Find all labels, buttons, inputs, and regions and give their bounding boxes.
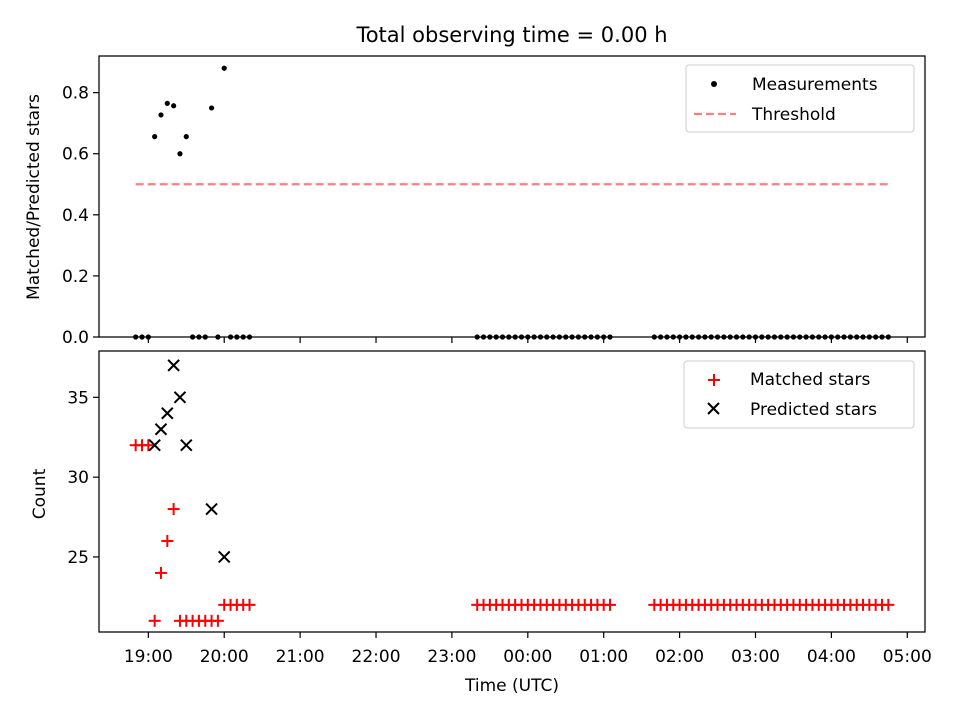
x-tick-label: 04:00 bbox=[807, 647, 856, 667]
top-y-axis-label: Matched/Predicted stars bbox=[24, 94, 44, 300]
top-x-ticks bbox=[147, 337, 908, 343]
top-legend-box bbox=[685, 64, 915, 133]
bottom-legend: Matched stars Predicted stars bbox=[683, 360, 915, 429]
legend-marker-predicted-stars bbox=[707, 402, 720, 415]
y-tick-label: 0.8 bbox=[62, 84, 89, 104]
top-plot: 0.00.20.40.60.8 Matched/Predicted stars … bbox=[24, 55, 926, 348]
matched-stars-point bbox=[167, 503, 180, 516]
top-plot-frame bbox=[98, 55, 926, 338]
x-tick-label: 22:00 bbox=[352, 647, 401, 667]
top-y-ticks: 0.0 0.2 0.4 0.6 0.8 bbox=[62, 84, 99, 348]
x-tick-label: 03:00 bbox=[731, 647, 780, 667]
predicted-stars-point bbox=[148, 438, 161, 452]
measurements-point bbox=[164, 100, 170, 106]
matched-stars-point bbox=[882, 598, 895, 611]
measurements-point bbox=[158, 112, 164, 118]
predicted-stars-point bbox=[173, 391, 187, 404]
measurements-point bbox=[177, 151, 183, 157]
predicted-stars-point bbox=[167, 359, 180, 372]
x-tick-label: 05:00 bbox=[883, 647, 932, 667]
top-legend: Measurements Threshold bbox=[685, 64, 915, 133]
bottom-plot-marks bbox=[129, 359, 895, 627]
bottom-plot-frame bbox=[98, 350, 926, 633]
bottom-x-ticks: 19:00 20:00 21:00 22:00 23:00 00:00 01:00 02:00… bbox=[124, 632, 932, 667]
legend-label-threshold: Threshold bbox=[751, 105, 836, 125]
matched-stars-point bbox=[604, 598, 617, 611]
measurements-point bbox=[183, 134, 189, 140]
matched-stars-point bbox=[148, 614, 161, 627]
predicted-stars-point bbox=[154, 423, 168, 436]
y-tick-label: 0.0 bbox=[62, 328, 89, 348]
matched-stars-point bbox=[211, 614, 224, 627]
predicted-stars-point bbox=[218, 550, 231, 564]
x-axis-label: Time (UTC) bbox=[464, 676, 559, 696]
y-tick-label: 0.4 bbox=[62, 206, 89, 226]
legend-label-matched-stars: Matched stars bbox=[750, 370, 870, 390]
top-plot-marks bbox=[133, 65, 891, 340]
y-tick-label: 25 bbox=[67, 548, 89, 568]
chart-title: Total observing time = 0.00 h bbox=[355, 23, 667, 47]
measurements-point bbox=[208, 105, 215, 111]
x-tick-label: 20:00 bbox=[200, 647, 249, 667]
x-tick-label: 19:00 bbox=[124, 647, 173, 667]
legend-marker-measurements bbox=[711, 81, 717, 87]
x-tick-label: 00:00 bbox=[503, 647, 552, 667]
measurements-point bbox=[152, 134, 158, 140]
x-tick-label: 23:00 bbox=[427, 647, 476, 667]
y-tick-label: 35 bbox=[67, 388, 89, 408]
matched-stars-point bbox=[142, 439, 155, 452]
legend-label-predicted-stars: Predicted stars bbox=[750, 400, 877, 420]
predicted-stars-point bbox=[180, 438, 193, 452]
measurements-point bbox=[171, 103, 177, 109]
y-tick-label: 0.6 bbox=[62, 145, 89, 165]
bottom-y-axis-label: Count bbox=[30, 468, 50, 519]
x-tick-label: 01:00 bbox=[579, 647, 628, 667]
x-tick-label: 21:00 bbox=[276, 647, 325, 667]
legend-marker-matched-stars bbox=[708, 374, 720, 386]
matched-stars-point bbox=[154, 566, 167, 579]
y-tick-label: 30 bbox=[67, 468, 89, 488]
matched-stars-point bbox=[161, 534, 174, 547]
x-tick-label: 02:00 bbox=[655, 647, 704, 667]
bottom-plot: 25 30 35 19:00 20:00 21:00 22:00 23:00 00:00 01:… bbox=[30, 350, 932, 696]
y-tick-label: 0.2 bbox=[62, 267, 89, 287]
legend-label-measurements: Measurements bbox=[752, 75, 878, 95]
bottom-legend-box bbox=[683, 360, 915, 429]
bottom-y-ticks: 25 30 35 bbox=[67, 388, 99, 568]
predicted-stars-point bbox=[161, 407, 174, 420]
matched-stars-point bbox=[243, 598, 256, 611]
predicted-stars-point bbox=[205, 502, 218, 516]
measurements-point bbox=[221, 65, 227, 71]
